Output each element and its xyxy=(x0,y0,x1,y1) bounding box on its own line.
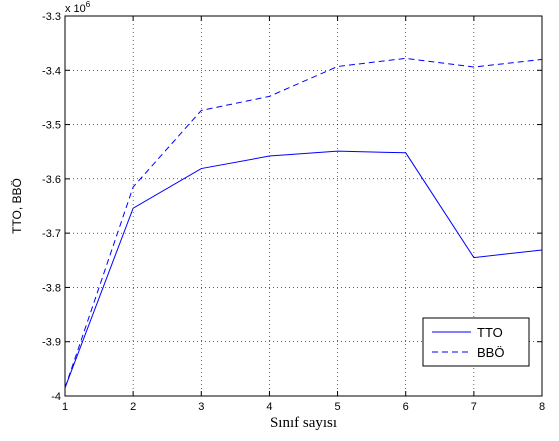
y-tick-label: -3.4 xyxy=(42,65,61,77)
y-axis-label: TTO, BBÖ xyxy=(10,178,24,234)
x-tick-label: 4 xyxy=(266,401,272,413)
series-lines xyxy=(64,57,543,389)
x-tick-label: 7 xyxy=(471,401,477,413)
x-tick-label: 8 xyxy=(539,401,545,413)
x-axis-label: Sınıf sayısı xyxy=(270,415,337,431)
y-exponent-base: x 10 xyxy=(65,3,86,15)
legend-label-bbö: BBÖ xyxy=(477,345,504,360)
y-tick-label: -3.7 xyxy=(42,228,61,240)
y-tick-label: -3.8 xyxy=(42,282,61,294)
y-tick-label: -3.9 xyxy=(42,337,61,349)
x-tick-label: 5 xyxy=(335,401,341,413)
y-tick-label: -3.6 xyxy=(42,174,61,186)
legend: TTO BBÖ xyxy=(422,317,530,367)
series-line-bbö xyxy=(64,57,543,389)
x-tick-label: 6 xyxy=(403,401,409,413)
y-tick-label: -3.3 xyxy=(42,11,61,23)
y-exponent-power: 6 xyxy=(86,0,91,9)
axis-ticks: 1 2 3 4 5 6 7 8 -3.3 -3.4 -3.5 -3.6 -3.7 -3.8 -3.9 -4 xyxy=(42,11,545,413)
legend-label-tto: TTO xyxy=(477,325,503,340)
x-tick-label: 2 xyxy=(130,401,136,413)
y-tick-label: -4 xyxy=(51,391,61,403)
series-line-tto xyxy=(64,150,543,389)
y-tick-label: -3.5 xyxy=(42,120,61,132)
x-tick-label: 3 xyxy=(198,401,204,413)
plot-frame xyxy=(64,15,543,397)
y-exponent-label: x 106 xyxy=(65,0,91,15)
x-tick-label: 1 xyxy=(62,401,68,413)
legend-box xyxy=(422,317,530,367)
